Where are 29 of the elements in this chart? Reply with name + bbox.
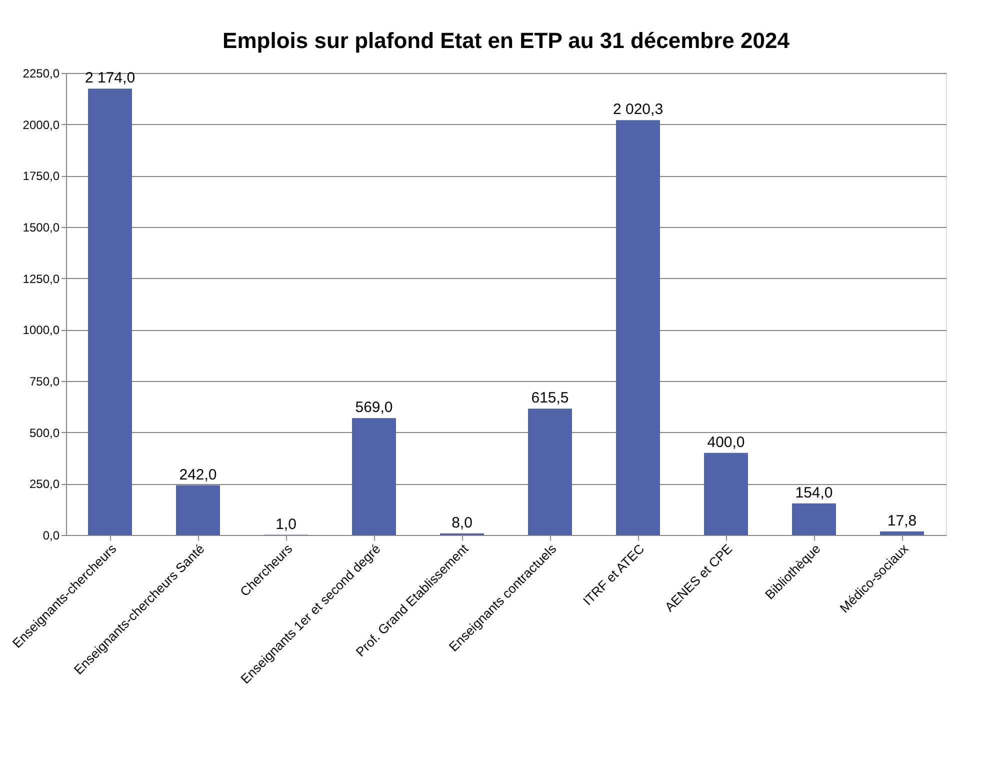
- chart-title: Emplois sur plafond Etat en ETP au 31 décembre 2024: [222, 28, 790, 53]
- bar: [88, 88, 132, 535]
- data-label: 242,0: [179, 466, 217, 484]
- data-label: 400,0: [707, 434, 745, 451]
- data-label: 2 174,0: [84, 70, 136, 87]
- bar: [528, 408, 572, 535]
- bar: [352, 418, 396, 535]
- bar: [616, 120, 660, 535]
- data-label: 154,0: [795, 484, 833, 502]
- y-tick-label: 1500,0: [22, 220, 60, 234]
- y-tick-label: 1250,0: [22, 272, 60, 286]
- y-tick-label: 500,0: [29, 426, 60, 440]
- data-label: 1,0: [276, 516, 296, 533]
- y-tick-label: 1750,0: [22, 169, 60, 184]
- y-tick-label: 2250,0: [22, 66, 60, 80]
- data-label: 17,8: [887, 512, 917, 530]
- y-tick-label: 250,0: [29, 477, 60, 492]
- data-label: 8,0: [452, 514, 472, 532]
- data-label: 569,0: [355, 399, 393, 416]
- y-tick-label: 1000,0: [22, 323, 60, 338]
- bar: [880, 531, 924, 535]
- data-label: 2 020,3: [612, 101, 664, 118]
- data-label: 615,5: [531, 390, 569, 407]
- y-tick-label: 0,0: [42, 528, 60, 542]
- y-tick-label: 2000,0: [22, 118, 60, 132]
- y-tick-label: 750,0: [29, 374, 60, 388]
- bar: [704, 452, 748, 535]
- bar: [792, 503, 836, 535]
- bar: [176, 485, 220, 535]
